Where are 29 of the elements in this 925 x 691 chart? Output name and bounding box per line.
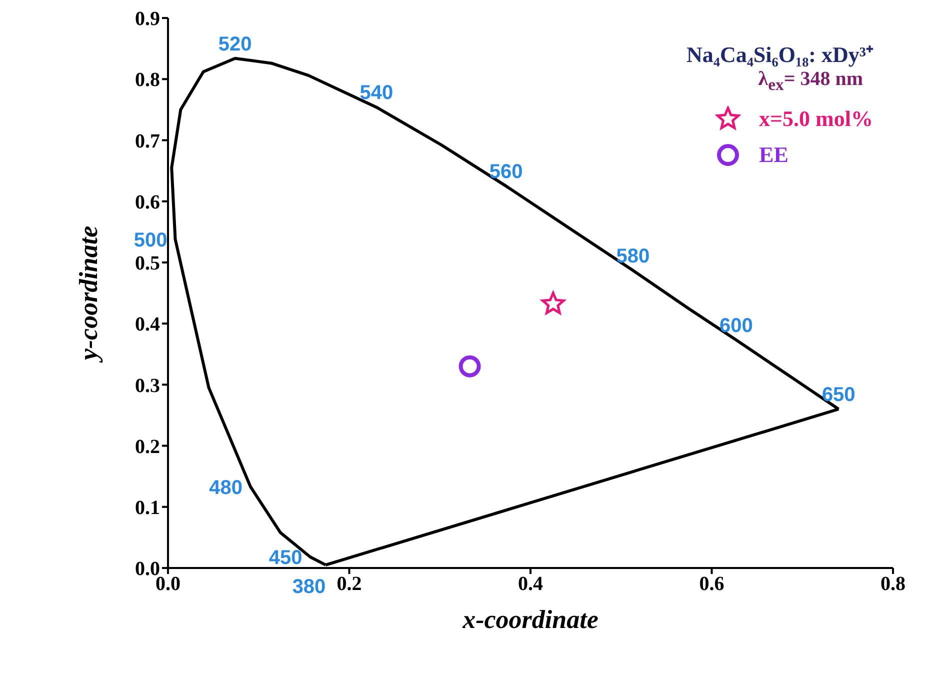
annotation: 540 [360, 82, 394, 104]
annotation: 450 [268, 547, 302, 570]
x-axis-title: x-coordinate [462, 605, 598, 634]
x-tick-label: 0.8 [880, 573, 906, 596]
text: λ$_{ex}$= 348 nm [757, 68, 863, 95]
legend-label: x=5.0 mol% [759, 106, 873, 132]
y-tick-label: 0.2 [135, 436, 160, 458]
annotation: 520 [218, 33, 252, 56]
annotation: 480 [209, 476, 242, 499]
annotation: 500 [134, 229, 168, 252]
annotation: 380 [292, 576, 326, 598]
x-tick-label: 0.4 [518, 573, 543, 596]
annotation: 560 [489, 161, 523, 184]
y-tick-label: 0.4 [135, 314, 160, 336]
annotation: 650 [822, 384, 856, 406]
x-tick-label: 0.6 [699, 573, 724, 596]
annotation: 600 [720, 315, 753, 338]
y-tick-label: 0.7 [135, 130, 160, 152]
text: Na₄Ca₄Si₆O₁₈: xDy³⁺ [685, 41, 873, 68]
y-axis-title: y-coordinate [74, 226, 104, 364]
y-tick-label: 0.1 [135, 496, 160, 519]
y-tick-label: 0.9 [135, 8, 160, 30]
y-tick-label: 0.8 [135, 69, 160, 92]
legend-label: EE [759, 142, 788, 168]
y-tick-label: 0.5 [135, 252, 160, 275]
x-tick-label: 0.2 [336, 573, 362, 596]
annotation: 580 [616, 245, 650, 268]
y-tick-label: 0.3 [135, 374, 160, 397]
y-tick-label: 0.6 [135, 191, 160, 214]
